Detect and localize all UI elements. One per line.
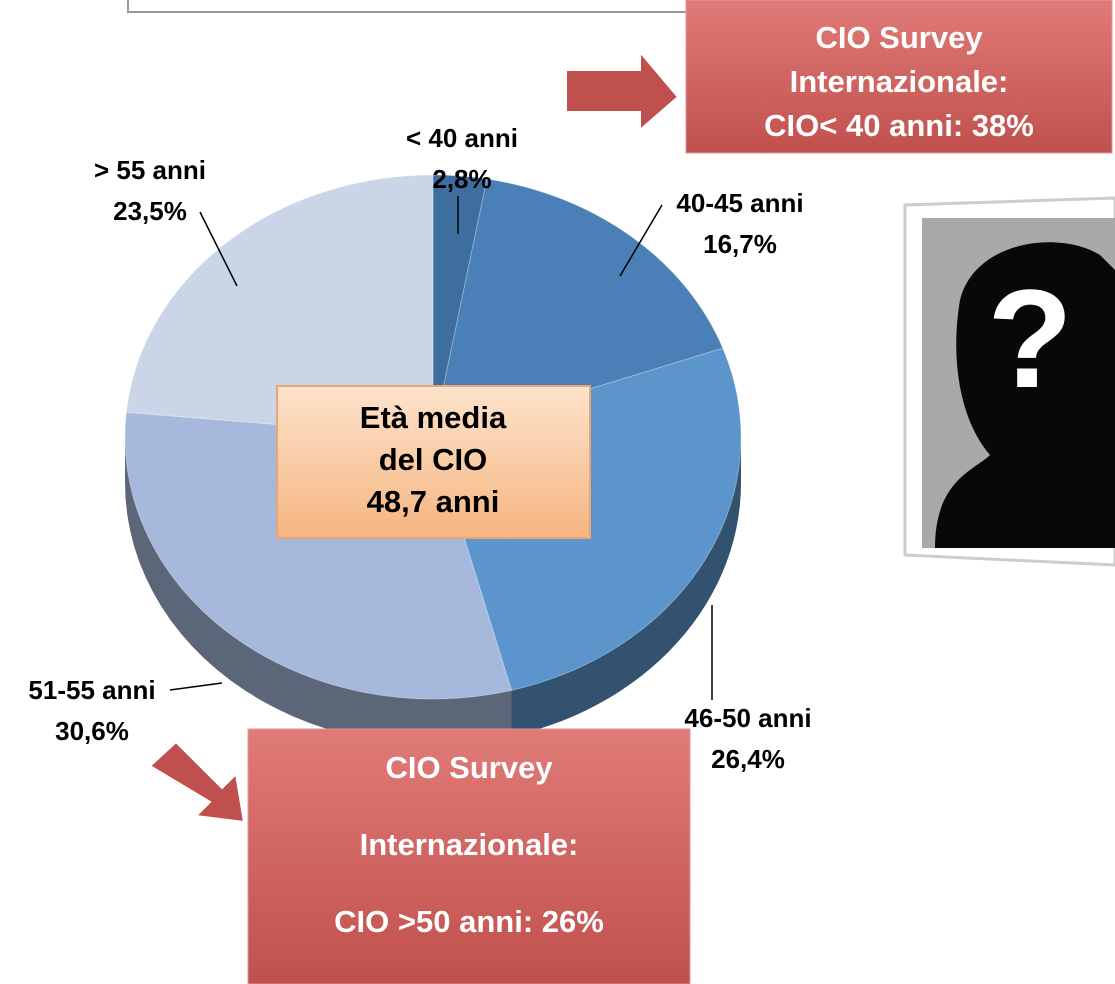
slice-label: 51-55 anni bbox=[28, 675, 155, 705]
annotation-line: Età media bbox=[360, 400, 507, 435]
leader-line bbox=[170, 683, 222, 690]
slice-value-label: 26,4% bbox=[711, 744, 785, 774]
slice-value-label: 16,7% bbox=[703, 229, 777, 259]
center-text: Età media del CIO 48,7 anni bbox=[360, 400, 507, 519]
slice-label: > 55 anni bbox=[94, 155, 206, 185]
slice-value-label: 2,8% bbox=[432, 164, 491, 194]
slice-label: 46-50 anni bbox=[684, 703, 811, 733]
arrow bbox=[566, 52, 678, 130]
annotation-line: Internazionale: bbox=[790, 64, 1009, 99]
annotation-line: del CIO bbox=[379, 442, 488, 477]
page: < 40 anni 2,8% 40-45 anni 16,7% 46-50 anni 26… bbox=[0, 0, 1115, 984]
annotation-line: Internazionale: bbox=[360, 827, 579, 862]
frame-edge bbox=[128, 0, 740, 12]
annotation-line: CIO< 40 anni: 38% bbox=[764, 108, 1034, 143]
annotation-line: CIO Survey bbox=[815, 20, 983, 55]
slice-label: 40-45 anni bbox=[676, 188, 803, 218]
annotation-line: CIO Survey bbox=[385, 750, 553, 785]
slice-value-label: 30,6% bbox=[55, 716, 129, 746]
annotation-line: 48,7 anni bbox=[367, 484, 500, 519]
annotation-line: CIO >50 anni: 26% bbox=[334, 904, 604, 939]
svg-text:?: ? bbox=[987, 260, 1073, 417]
silhouette-photo: ? bbox=[905, 198, 1115, 565]
slice-label: < 40 anni bbox=[406, 123, 518, 153]
arrow bbox=[150, 742, 244, 822]
slice-value-label: 23,5% bbox=[113, 196, 187, 226]
